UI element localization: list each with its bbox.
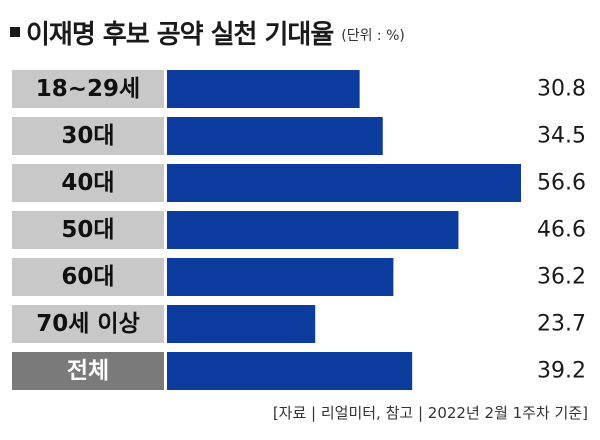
bar xyxy=(167,70,360,108)
value-label: 39.2 xyxy=(537,359,586,384)
category-label-background xyxy=(12,305,164,343)
category-label: 40대 xyxy=(61,170,114,196)
category-label-background xyxy=(12,352,164,390)
category-label: 18~29세 xyxy=(36,76,140,102)
bar-rows: 18~29세 30.8 30대 34.5 40대 56.6 50대 46.6 60대 36.2 70… xyxy=(12,70,586,390)
value-label: 30.8 xyxy=(537,77,586,102)
source-note: [자료 | 리얼미터, 참고 | 2022년 2월 1주차 기준] xyxy=(272,404,588,422)
bar xyxy=(167,258,394,296)
category-label: 30대 xyxy=(61,123,114,149)
bar xyxy=(167,305,316,343)
bar xyxy=(167,352,413,390)
category-label-background xyxy=(12,211,164,249)
category-label: 전체 xyxy=(67,358,109,384)
chart-title: 이재명 후보 공약 실천 기대율 xyxy=(26,19,334,50)
category-label-background xyxy=(12,258,164,296)
value-label: 46.6 xyxy=(537,218,586,243)
value-label: 23.7 xyxy=(537,312,586,337)
bar xyxy=(167,117,383,155)
chart-unit-label: (단위 : %) xyxy=(341,28,405,44)
chart-title-row: 이재명 후보 공약 실천 기대율 (단위 : %) xyxy=(10,14,405,50)
bar-chart: 18~29세 30.8 30대 34.5 40대 56.6 50대 46.6 60대 36.2 70… xyxy=(12,70,586,390)
bar xyxy=(167,164,521,202)
category-label-background xyxy=(12,70,164,108)
value-label: 56.6 xyxy=(537,171,586,196)
value-label: 34.5 xyxy=(537,124,586,149)
category-label-background xyxy=(12,117,164,155)
category-label: 60대 xyxy=(61,264,114,290)
category-label: 70세 이상 xyxy=(36,311,140,337)
value-label: 36.2 xyxy=(537,265,586,290)
category-label-background xyxy=(12,164,164,202)
category-label: 50대 xyxy=(61,217,114,243)
title-bullet-square-icon xyxy=(10,27,20,37)
bar xyxy=(167,211,459,249)
